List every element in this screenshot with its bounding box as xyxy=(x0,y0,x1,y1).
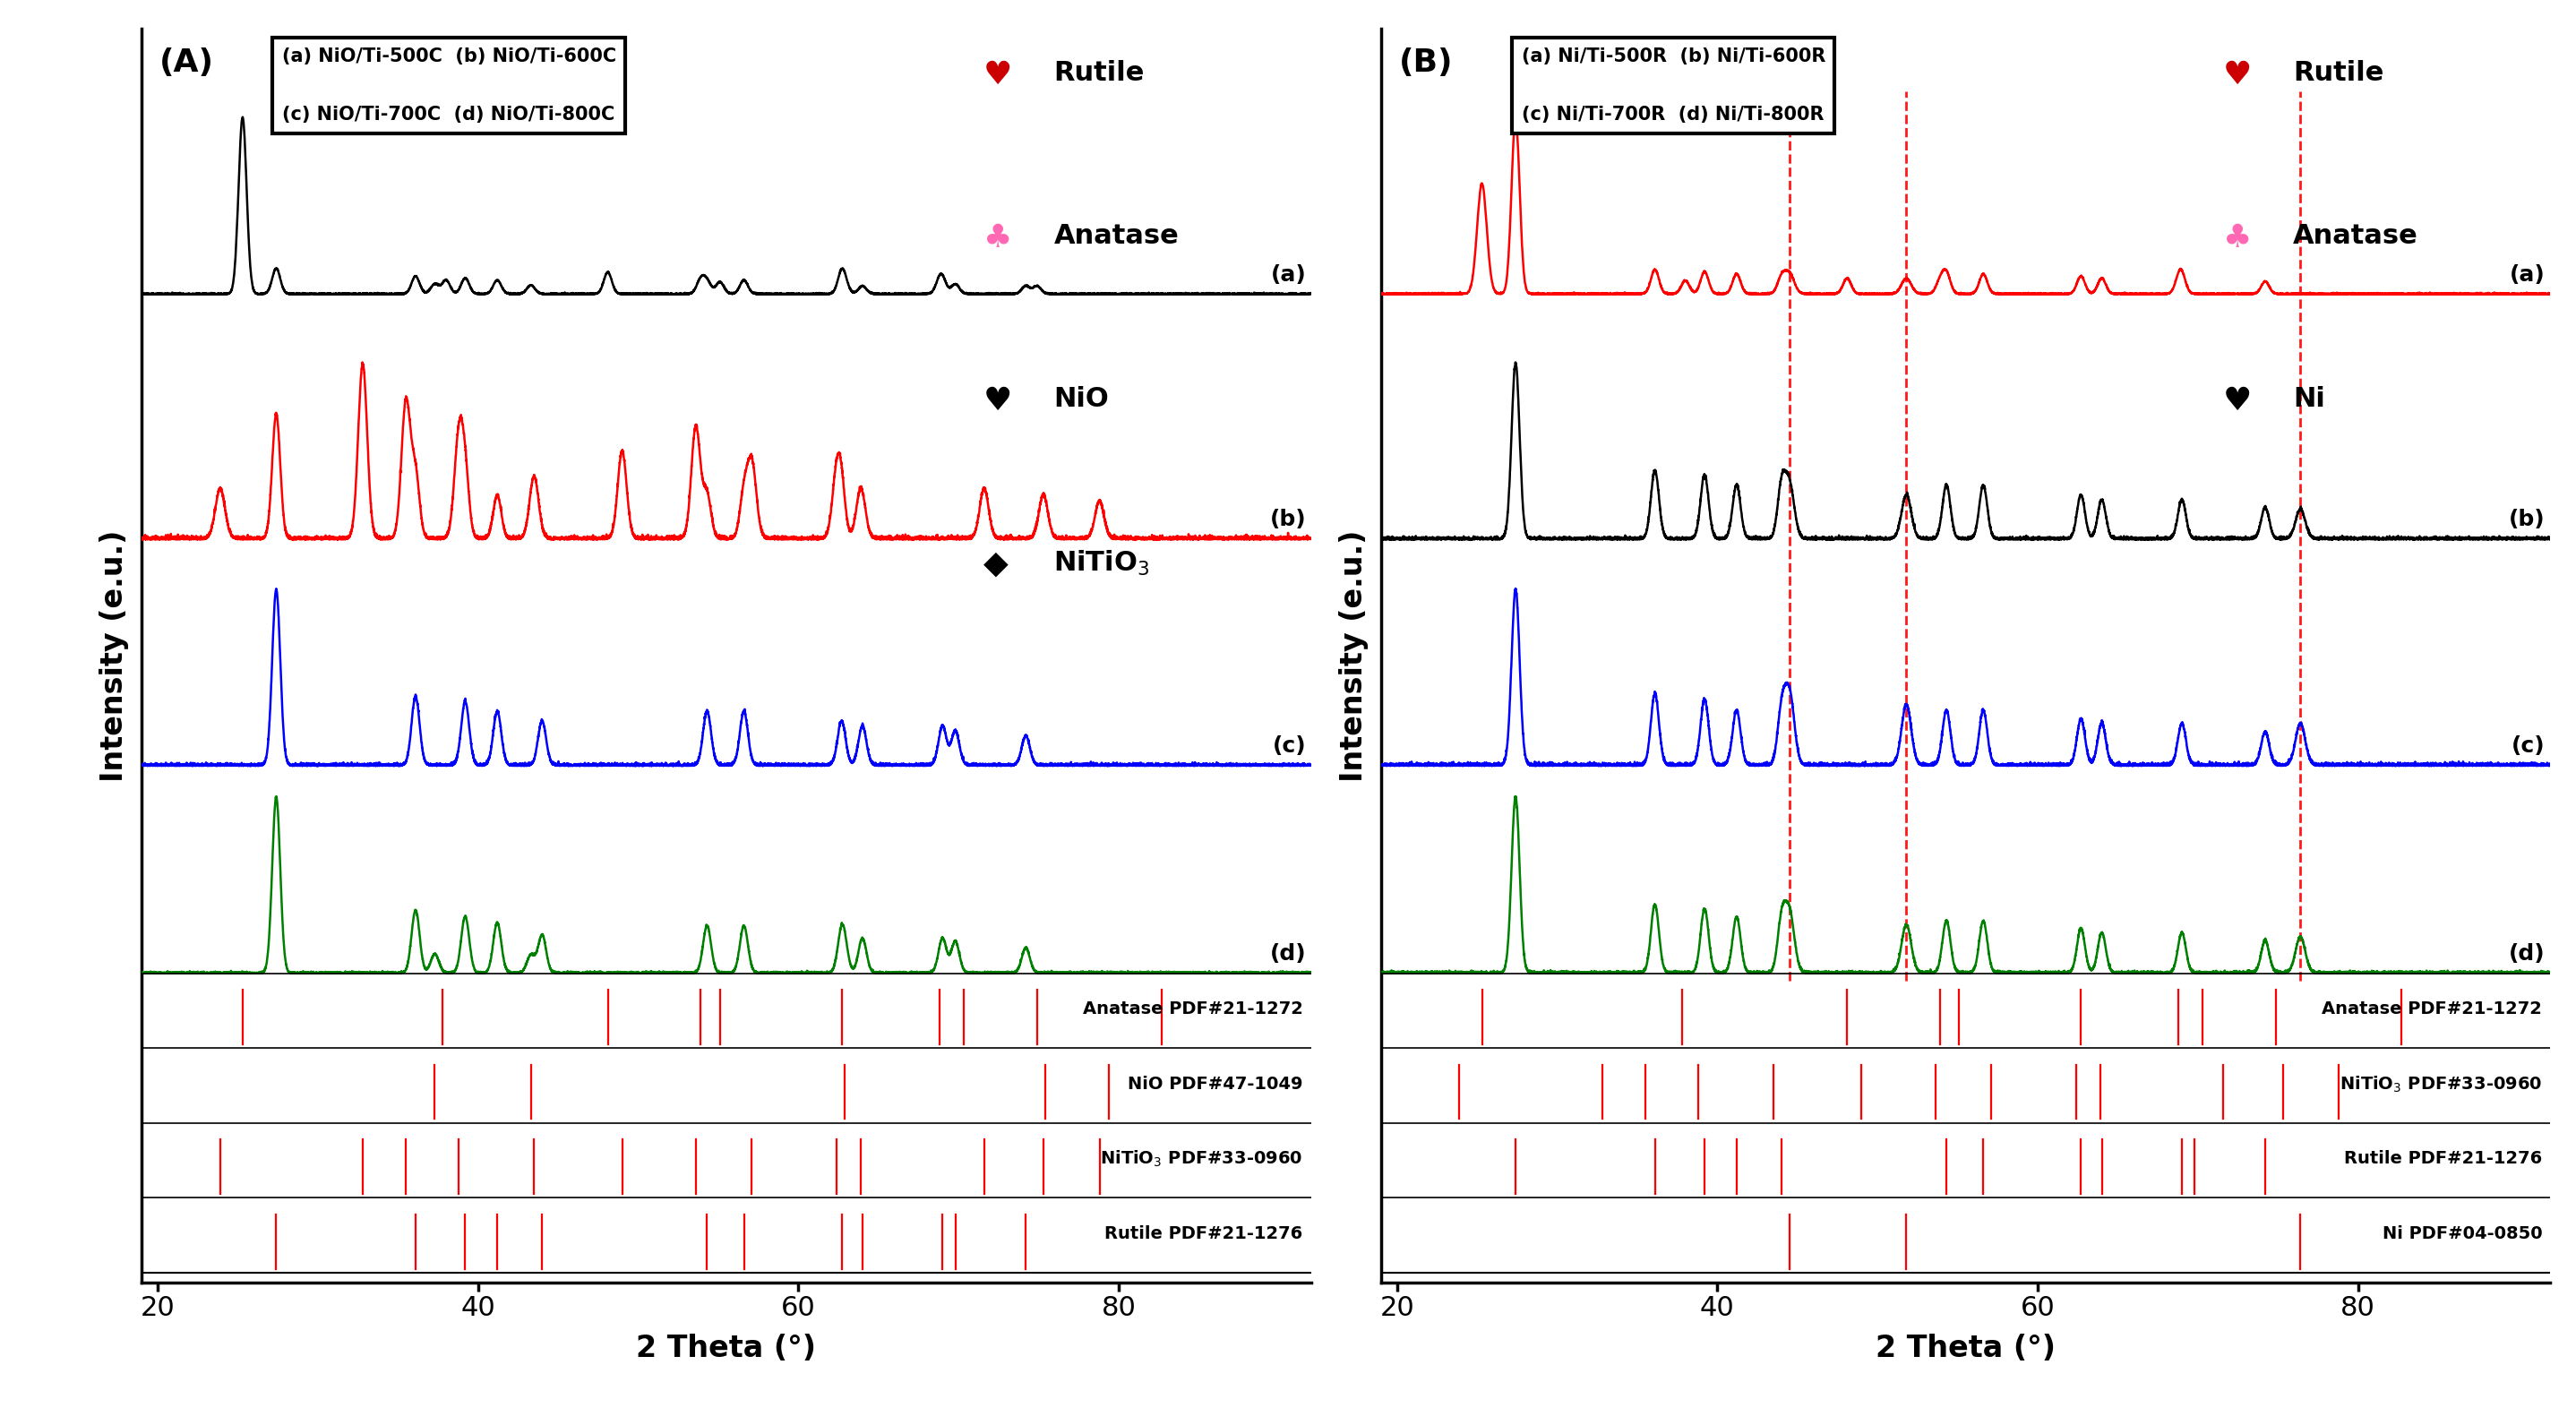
Text: (d): (d) xyxy=(1270,943,1306,965)
Text: (b): (b) xyxy=(2509,509,2545,530)
Text: ♥: ♥ xyxy=(2223,60,2251,90)
Text: (c): (c) xyxy=(2512,735,2545,757)
Text: Rutile PDF#21-1276: Rutile PDF#21-1276 xyxy=(1105,1226,1303,1243)
Text: (d): (d) xyxy=(2509,943,2545,965)
Text: Rutile: Rutile xyxy=(1054,60,1144,86)
Text: Rutile PDF#21-1276: Rutile PDF#21-1276 xyxy=(2344,1150,2543,1167)
Text: (B): (B) xyxy=(1399,47,1453,78)
Text: ♥: ♥ xyxy=(984,386,1012,416)
Text: (a) Ni/Ti-500R  (b) Ni/Ti-600R

(c) Ni/Ti-700R  (d) Ni/Ti-800R: (a) Ni/Ti-500R (b) Ni/Ti-600R (c) Ni/Ti-… xyxy=(1522,47,1826,124)
Text: NiO PDF#47-1049: NiO PDF#47-1049 xyxy=(1128,1076,1303,1093)
Text: ♥: ♥ xyxy=(984,60,1012,90)
Text: Ni PDF#04-0850: Ni PDF#04-0850 xyxy=(2383,1226,2543,1243)
Text: (b): (b) xyxy=(1270,509,1306,530)
Y-axis label: Intensity (e.u.): Intensity (e.u.) xyxy=(100,530,129,781)
Text: ♣: ♣ xyxy=(2223,222,2251,254)
X-axis label: 2 Theta (°): 2 Theta (°) xyxy=(636,1334,817,1364)
Y-axis label: Intensity (e.u.): Intensity (e.u.) xyxy=(1340,530,1368,781)
Text: Anatase: Anatase xyxy=(2293,222,2419,249)
Text: (A): (A) xyxy=(160,47,214,78)
Text: NiTiO$_3$: NiTiO$_3$ xyxy=(1054,549,1149,577)
Text: NiO: NiO xyxy=(1054,386,1108,412)
X-axis label: 2 Theta (°): 2 Theta (°) xyxy=(1875,1334,2056,1364)
Text: Rutile: Rutile xyxy=(2293,60,2383,86)
Text: ◆: ◆ xyxy=(984,549,1007,580)
Text: NiTiO$_3$ PDF#33-0960: NiTiO$_3$ PDF#33-0960 xyxy=(2339,1074,2543,1094)
Text: Anatase PDF#21-1272: Anatase PDF#21-1272 xyxy=(2321,1000,2543,1017)
Text: Anatase PDF#21-1272: Anatase PDF#21-1272 xyxy=(1082,1000,1303,1017)
Text: ♥: ♥ xyxy=(2223,386,2251,416)
Text: (a): (a) xyxy=(2509,264,2545,285)
Text: (a) NiO/Ti-500C  (b) NiO/Ti-600C

(c) NiO/Ti-700C  (d) NiO/Ti-800C: (a) NiO/Ti-500C (b) NiO/Ti-600C (c) NiO/… xyxy=(281,47,616,124)
Text: Anatase: Anatase xyxy=(1054,222,1180,249)
Text: NiTiO$_3$ PDF#33-0960: NiTiO$_3$ PDF#33-0960 xyxy=(1100,1149,1303,1168)
Text: ♣: ♣ xyxy=(984,222,1012,254)
Text: (c): (c) xyxy=(1273,735,1306,757)
Text: (a): (a) xyxy=(1270,264,1306,285)
Text: Ni: Ni xyxy=(2293,386,2326,412)
